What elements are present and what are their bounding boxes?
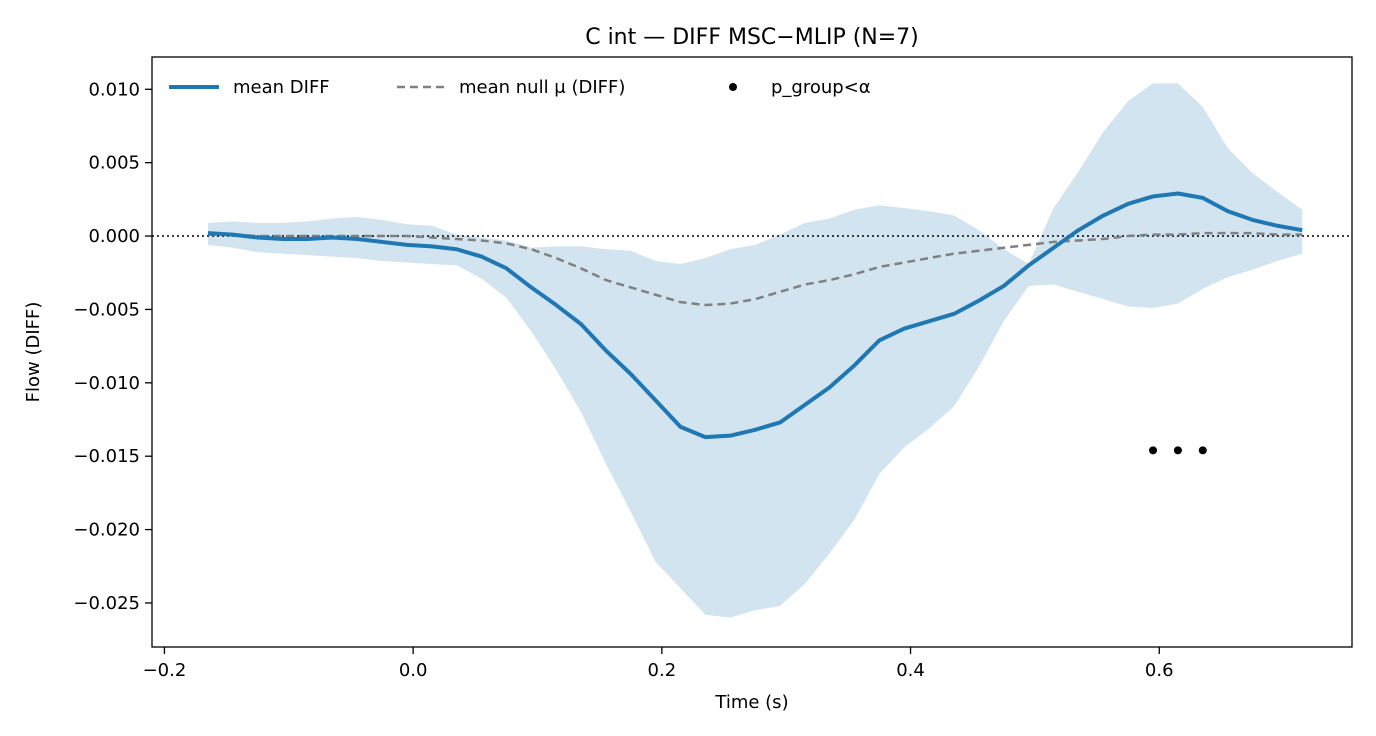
legend-label-significance: p_group<α — [771, 77, 871, 98]
y-axis-label: Flow (DIFF) — [23, 302, 44, 403]
y-tick-label: 0.000 — [88, 226, 140, 247]
y-tick-label: 0.010 — [88, 79, 140, 100]
y-tick-label: 0.005 — [88, 153, 140, 174]
significance-marker — [1149, 446, 1158, 455]
legend: mean DIFF mean null μ (DIFF) p_group<α — [169, 77, 871, 98]
legend-label-mean-diff: mean DIFF — [233, 77, 330, 98]
y-tick-label: −0.025 — [73, 593, 140, 614]
significance-marker — [1198, 446, 1207, 455]
confidence-band — [207, 83, 1303, 618]
y-tick-label: −0.005 — [73, 299, 140, 320]
significance-marker — [1173, 446, 1182, 455]
y-tick-label: −0.020 — [73, 520, 140, 541]
x-tick-label: 0.4 — [896, 660, 925, 681]
plot-frame — [151, 56, 1353, 648]
y-tick-label: −0.010 — [73, 373, 140, 394]
x-tick-label: 0.6 — [1145, 660, 1174, 681]
series-line-null-mean — [207, 231, 1303, 307]
y-tick-label: −0.015 — [73, 446, 140, 467]
x-tick-label: 0.2 — [648, 660, 677, 681]
x-tick-label: −0.2 — [143, 660, 187, 681]
legend-swatch-significance — [729, 83, 737, 91]
series-line-mean-diff — [207, 191, 1303, 440]
legend-label-null-mean: mean null μ (DIFF) — [459, 77, 625, 98]
chart-title: C int — DIFF MSC−MLIP (N=7) — [585, 25, 919, 50]
x-tick-label: 0.0 — [399, 660, 428, 681]
x-axis-label: Time (s) — [714, 692, 788, 713]
